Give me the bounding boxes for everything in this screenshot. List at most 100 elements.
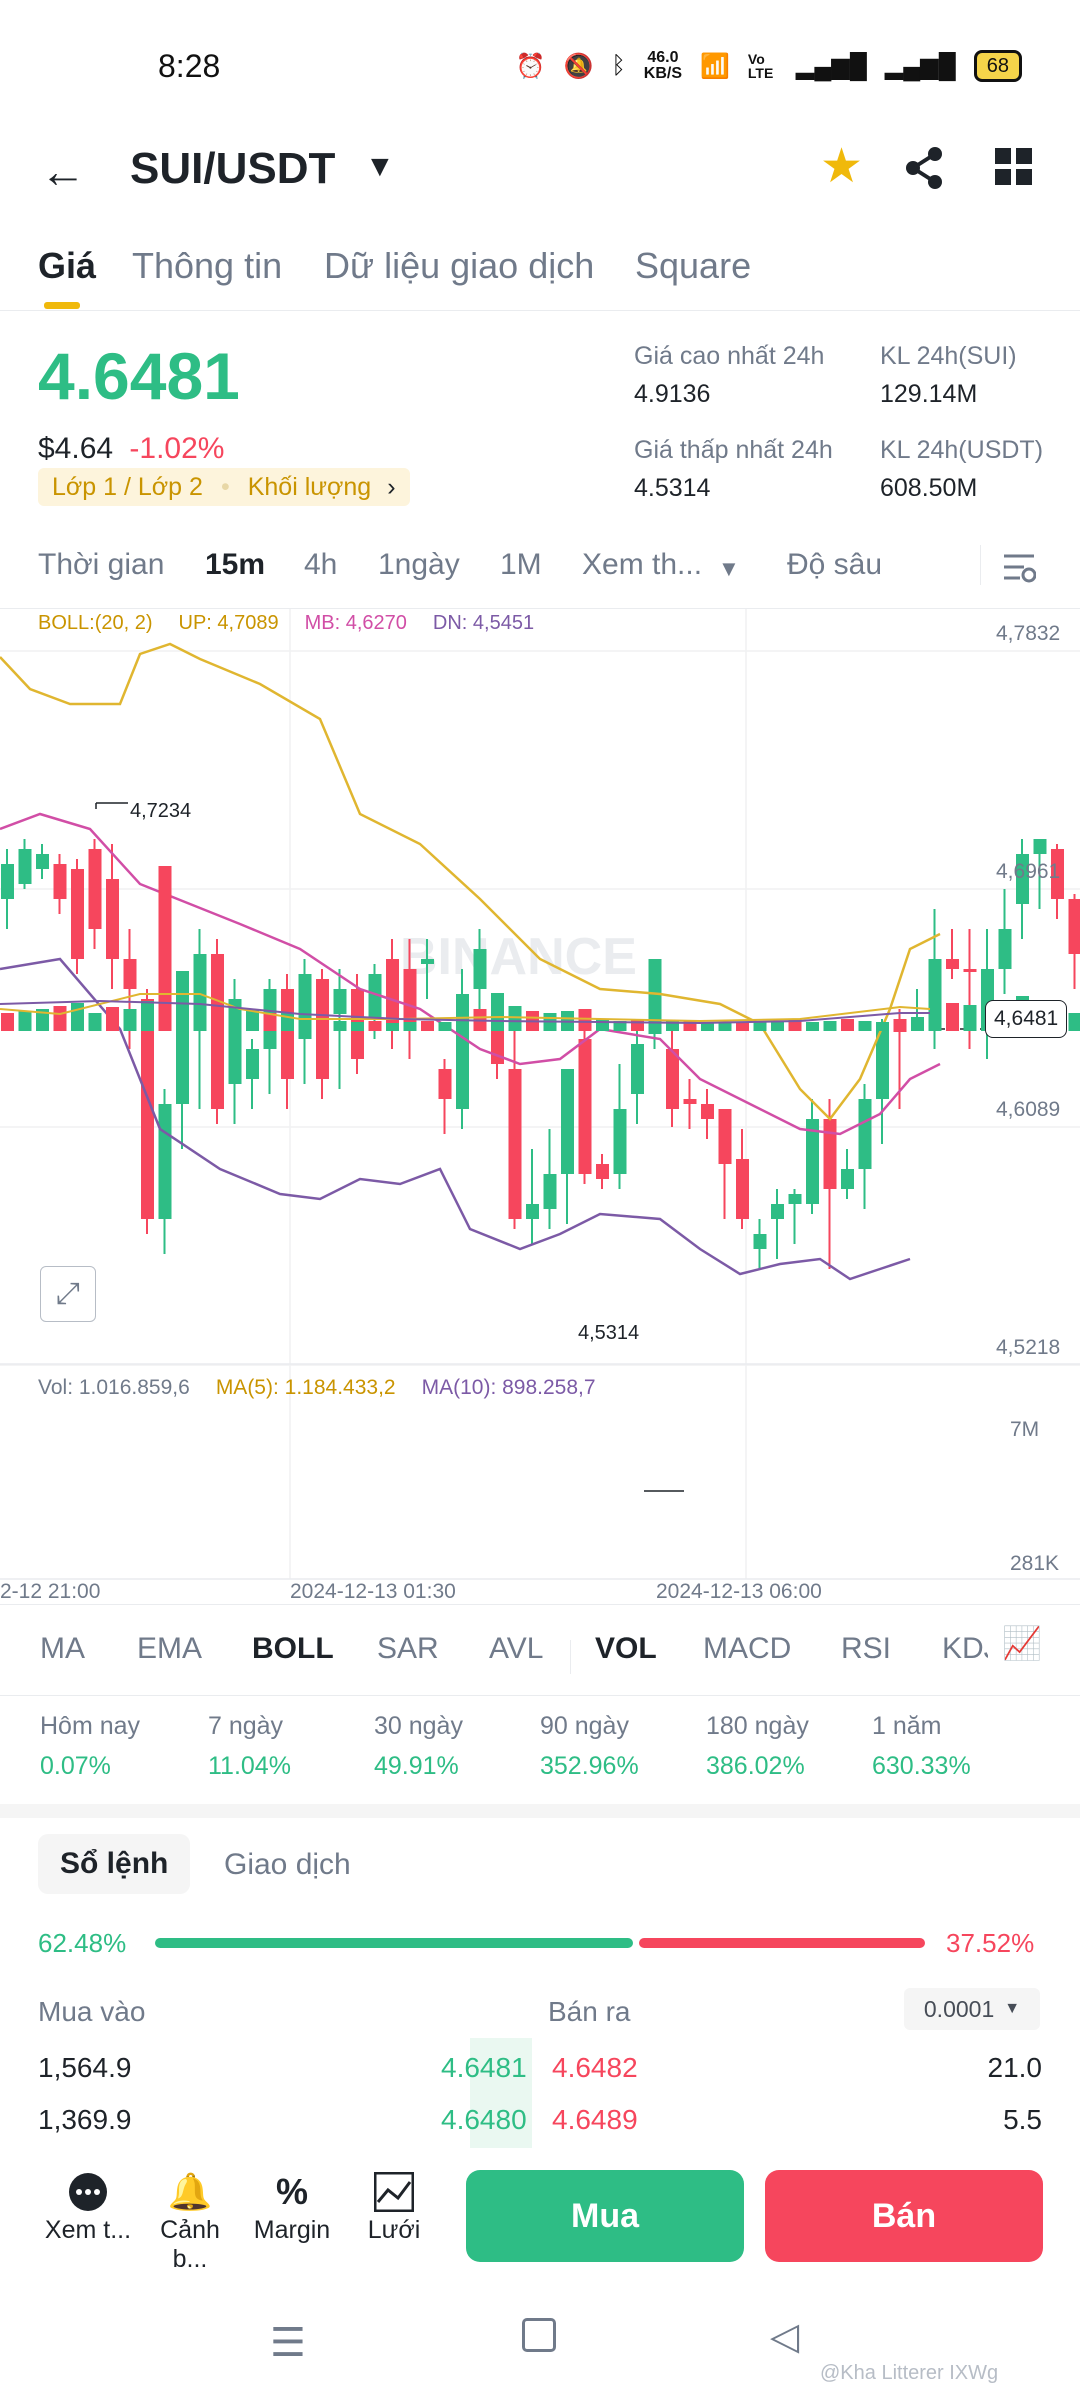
candle-body (88, 849, 102, 929)
ask-qty-1: 21.0 (987, 2052, 1043, 2083)
perf-label-30d: 30 ngày (374, 1712, 463, 1740)
candle-body (771, 1204, 784, 1219)
indicator-bar (0, 1604, 1080, 1696)
candle-body (561, 1069, 574, 1174)
candle-body (596, 1164, 609, 1179)
caret-down-icon[interactable]: ▼ (365, 150, 395, 183)
bluetooth-icon: ᛒ (611, 52, 626, 79)
candle-body (403, 969, 417, 1029)
volume-bar (228, 1011, 242, 1031)
tags-row: Lớp 1 / Lớp 2 • Khối lượng › (38, 468, 410, 506)
candle-body (421, 959, 434, 964)
grid-menu-icon[interactable] (995, 148, 1033, 186)
buy-button[interactable]: Mua (466, 2170, 744, 2262)
candle-body (613, 1109, 627, 1174)
candle-body (753, 1234, 767, 1249)
candlestick-chart[interactable]: BINANCE (0, 609, 1080, 1599)
back-arrow-icon[interactable]: ← (40, 145, 86, 197)
tf-4h[interactable]: 4h (304, 548, 338, 581)
more-tool[interactable]: Xem t... (38, 2168, 138, 2245)
ind-rsi[interactable]: RSI (841, 1632, 892, 1665)
volume-bar (823, 1021, 837, 1031)
volte-label: Vo LTE (747, 51, 774, 81)
candle-body (666, 1049, 679, 1109)
precision-select[interactable]: 0.0001 ▼ (904, 1988, 1040, 2030)
current-price-tag: 4,6481 (985, 1000, 1068, 1038)
ind-ma[interactable]: MA (40, 1632, 85, 1665)
tf-1M[interactable]: 1M (500, 548, 542, 581)
candle-body (1, 864, 14, 899)
tab-orderbook[interactable]: Sổ lệnh (38, 1834, 191, 1894)
tf-depth[interactable]: Độ sâu (787, 548, 883, 581)
grid-tool[interactable]: Lưới (344, 2168, 444, 2245)
tab-trading-data[interactable]: Dữ liệu giao dịch (324, 245, 595, 286)
chart-area[interactable]: BINANCE (0, 608, 1080, 1599)
candle-body (543, 1174, 557, 1209)
ask-price-2[interactable]: 4.6489 (552, 2104, 638, 2135)
candle-body (806, 1119, 819, 1204)
watermark-text: @Kha Litterer IXWg (820, 2362, 999, 2384)
boll-up: UP: 4,7089 (178, 612, 279, 634)
volume-bar (911, 1017, 924, 1031)
perf-label-180d: 180 ngày (706, 1712, 809, 1740)
low-label: Giá thấp nhất 24h (634, 436, 833, 464)
tab-trades[interactable]: Giao dịch (224, 1848, 351, 1881)
candle-body (36, 854, 49, 869)
candle-body (438, 1069, 452, 1099)
tf-more[interactable]: Xem th... (582, 548, 703, 581)
candle-body (368, 974, 382, 1019)
tab-square[interactable]: Square (635, 245, 752, 286)
candle-body (788, 1194, 802, 1204)
vol-legend: Vol: 1.016.859,6 MA(5): 1.184.433,2 MA(1… (38, 1376, 596, 1400)
share-icon[interactable] (905, 146, 945, 190)
ind-macd[interactable]: MACD (703, 1632, 792, 1665)
sell-button[interactable]: Bán (765, 2170, 1043, 2262)
tf-1d[interactable]: 1ngày (378, 548, 460, 581)
pair-title[interactable]: SUI/USDT (130, 144, 336, 193)
volume-bar (386, 1023, 399, 1031)
back-nav-icon[interactable]: ◁ (770, 2316, 800, 2358)
boll-upper-line (0, 642, 941, 1121)
section-divider (0, 1804, 1080, 1818)
volume-bar (893, 1019, 907, 1031)
layer-tag[interactable]: Lớp 1 / Lớp 2 (52, 472, 203, 501)
candle-body (473, 949, 487, 989)
ind-kdj[interactable]: KDJ (942, 1632, 988, 1665)
bid-price-1[interactable]: 4.6481 (441, 2052, 527, 2083)
ind-sar[interactable]: SAR (377, 1632, 439, 1665)
tf-time[interactable]: Thời gian (38, 548, 165, 581)
volume-bar (36, 1009, 49, 1031)
ind-vol[interactable]: VOL (595, 1632, 657, 1665)
chart-settings-icon[interactable] (1002, 550, 1036, 584)
volume-bar (508, 1006, 522, 1031)
volume-bar (438, 1022, 452, 1031)
candle-body (1051, 849, 1064, 899)
home-icon[interactable] (522, 2318, 556, 2352)
vol-usdt-label: KL 24h(USDT) (880, 436, 1044, 464)
vol-sui-label: KL 24h(SUI) (880, 342, 1017, 370)
tab-price[interactable]: Giá (38, 245, 97, 309)
bid-price-2[interactable]: 4.6480 (441, 2104, 527, 2135)
candle-body (71, 869, 84, 959)
tab-info[interactable]: Thông tin (132, 245, 283, 286)
volume-bar (333, 1021, 347, 1031)
tf-15m[interactable]: 15m (205, 548, 266, 581)
star-icon[interactable]: ★ (820, 140, 864, 193)
ind-ema[interactable]: EMA (137, 1632, 203, 1665)
ask-price-1[interactable]: 4.6482 (552, 2052, 638, 2083)
candle-body (53, 864, 67, 899)
tf-more-caret-icon[interactable]: ▼ (718, 556, 740, 581)
time-label-3: 2024-12-13 06:00 (656, 1580, 822, 1603)
fullscreen-icon[interactable]: ⤢ (40, 1266, 96, 1322)
perf-value-90d: 352.96% (540, 1752, 639, 1780)
indicator-settings-icon[interactable]: 📈 (998, 1624, 1042, 1662)
volume-bar (316, 1017, 329, 1031)
recent-apps-icon[interactable]: ☰ (270, 2321, 306, 2365)
ind-boll[interactable]: BOLL (252, 1632, 334, 1665)
perf-value-30d: 49.91% (374, 1752, 459, 1780)
alert-tool[interactable]: 🔔 Cảnh b... (160, 2171, 220, 2273)
ind-avl[interactable]: AVL (489, 1632, 544, 1665)
volume-tag[interactable]: Khối lượng (247, 472, 372, 501)
caret-down-icon: ▼ (1004, 2000, 1021, 2017)
margin-tool[interactable]: % Margin (253, 2171, 331, 2244)
